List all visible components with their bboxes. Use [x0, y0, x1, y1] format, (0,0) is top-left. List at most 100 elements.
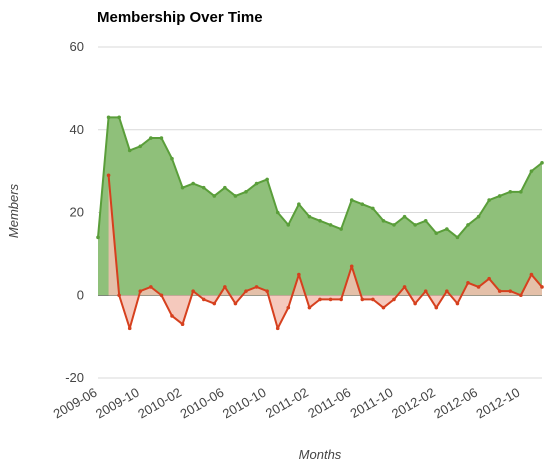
data-point: [159, 293, 164, 298]
data-point: [381, 218, 386, 223]
data-point: [180, 185, 185, 190]
x-axis-label: Months: [299, 447, 342, 462]
data-point: [381, 305, 386, 310]
data-point: [138, 289, 143, 293]
y-tick-label: 0: [77, 287, 84, 302]
data-point: [339, 227, 343, 231]
x-tick-label: 2012-06: [431, 385, 480, 422]
data-point: [191, 289, 195, 293]
data-point: [413, 301, 417, 306]
y-tick-label: 20: [70, 205, 84, 220]
series-line: [107, 175, 543, 330]
data-point: [487, 276, 491, 281]
data-point: [540, 161, 544, 165]
data-point: [445, 227, 449, 231]
data-point: [96, 235, 100, 240]
x-tick-label: 2010-02: [135, 385, 184, 422]
data-point: [402, 214, 407, 219]
y-axis-label: Members: [6, 183, 21, 238]
data-point: [519, 190, 523, 194]
data-point: [117, 115, 121, 120]
data-point: [149, 136, 153, 140]
series-area: [98, 117, 542, 296]
data-point: [529, 169, 534, 173]
data-point: [519, 293, 523, 298]
y-tick-label: 60: [70, 39, 84, 54]
data-point: [233, 194, 238, 198]
data-point: [223, 185, 227, 190]
data-point: [360, 297, 365, 302]
data-point: [466, 223, 470, 227]
data-point: [508, 289, 513, 293]
data-point: [170, 314, 174, 318]
data-point: [328, 223, 333, 227]
data-point: [275, 210, 280, 215]
data-point: [434, 231, 439, 235]
data-point: [201, 297, 206, 302]
data-point: [297, 272, 301, 277]
data-point: [529, 272, 534, 277]
y-axis-ticks: -20 0 20 40 60: [65, 39, 84, 385]
y-tick-label: 40: [70, 122, 84, 137]
data-point: [318, 297, 322, 302]
data-point: [244, 190, 248, 194]
data-point: [159, 136, 164, 140]
data-point: [349, 264, 354, 269]
data-point: [434, 305, 439, 310]
data-point: [360, 202, 365, 207]
data-point: [244, 289, 248, 293]
data-point: [106, 173, 111, 178]
data-point: [307, 305, 312, 310]
data-point: [127, 326, 132, 331]
x-tick-label: 2009-10: [93, 385, 142, 422]
data-point: [212, 194, 217, 198]
series-layer: [96, 115, 544, 331]
x-tick-label: 2010-10: [220, 385, 269, 422]
data-point: [265, 177, 269, 182]
series-area: [108, 175, 543, 329]
data-point: [466, 281, 470, 285]
data-point: [349, 198, 354, 202]
x-tick-label: 2011-02: [263, 385, 311, 421]
data-point: [223, 285, 227, 289]
data-point: [423, 289, 428, 293]
data-point: [392, 223, 396, 227]
data-point: [445, 289, 449, 293]
data-point: [402, 285, 407, 289]
data-point: [497, 194, 502, 198]
data-point: [117, 293, 121, 298]
x-tick-label: 2011-10: [348, 385, 396, 421]
data-point: [413, 223, 417, 227]
data-point: [455, 235, 460, 240]
data-point: [201, 185, 206, 190]
data-point: [149, 285, 153, 289]
x-tick-label: 2012-10: [474, 385, 523, 422]
data-point: [508, 190, 513, 194]
data-point: [191, 181, 195, 186]
data-point: [138, 144, 143, 149]
chart-title: Membership Over Time: [97, 9, 263, 26]
data-point: [487, 198, 491, 202]
x-tick-label: 2011-06: [305, 385, 353, 421]
data-point: [497, 289, 502, 293]
data-point: [455, 301, 460, 306]
data-point: [286, 223, 291, 227]
data-point: [265, 289, 269, 293]
data-point: [254, 181, 259, 186]
data-point: [423, 218, 428, 223]
data-point: [212, 301, 217, 306]
data-point: [307, 214, 312, 219]
x-tick-label: 2009-06: [51, 385, 100, 422]
data-point: [170, 156, 174, 161]
data-point: [254, 285, 259, 289]
data-point: [371, 206, 375, 211]
data-point: [371, 297, 375, 302]
data-point: [476, 285, 481, 289]
data-point: [476, 214, 481, 219]
data-point: [540, 285, 544, 289]
x-axis-ticks: 2009-062009-102010-022010-062010-102011-…: [51, 385, 523, 422]
data-point: [275, 326, 280, 331]
data-point: [328, 297, 333, 302]
y-tick-label: -20: [65, 370, 84, 385]
